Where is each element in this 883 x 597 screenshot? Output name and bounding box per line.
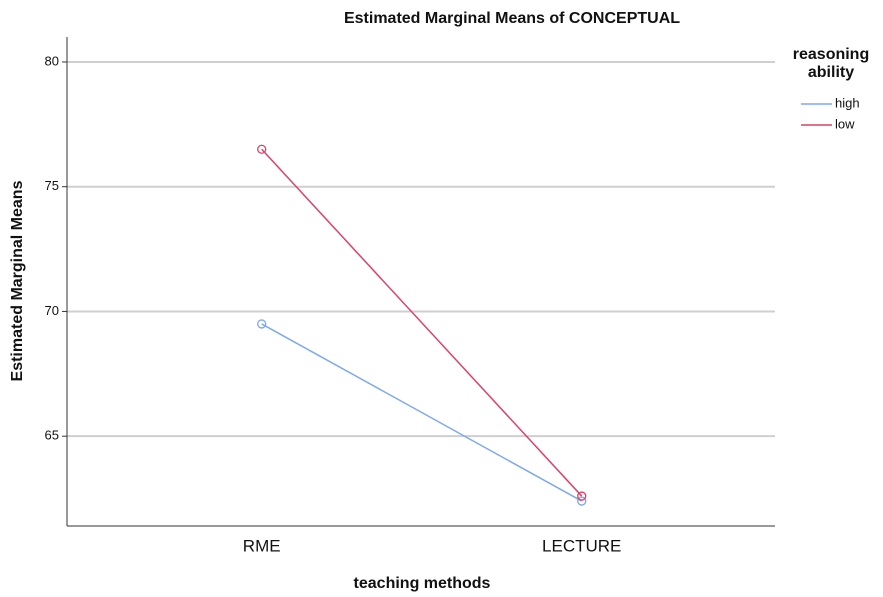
chart-title: Estimated Marginal Means of CONCEPTUAL	[344, 10, 680, 27]
x-tick-label: RME	[243, 536, 281, 555]
y-tick-label: 70	[45, 303, 59, 318]
point	[257, 319, 267, 329]
legend-label: high	[835, 95, 860, 110]
legend-title: reasoning ability	[792, 46, 870, 81]
point	[577, 491, 587, 501]
point	[577, 496, 587, 506]
y-tick-label: 75	[45, 178, 59, 193]
y-tick-label: 65	[45, 428, 59, 443]
legend-label: low	[835, 116, 855, 131]
x-tick-label: LECTURE	[542, 536, 621, 555]
series-line	[261, 323, 583, 502]
x-axis-label: teaching methods	[354, 575, 491, 592]
y-tick-label: 80	[45, 53, 59, 68]
point	[257, 144, 267, 154]
series-line	[261, 148, 583, 497]
y-axis-label: Estimated Marginal Means	[9, 180, 26, 381]
